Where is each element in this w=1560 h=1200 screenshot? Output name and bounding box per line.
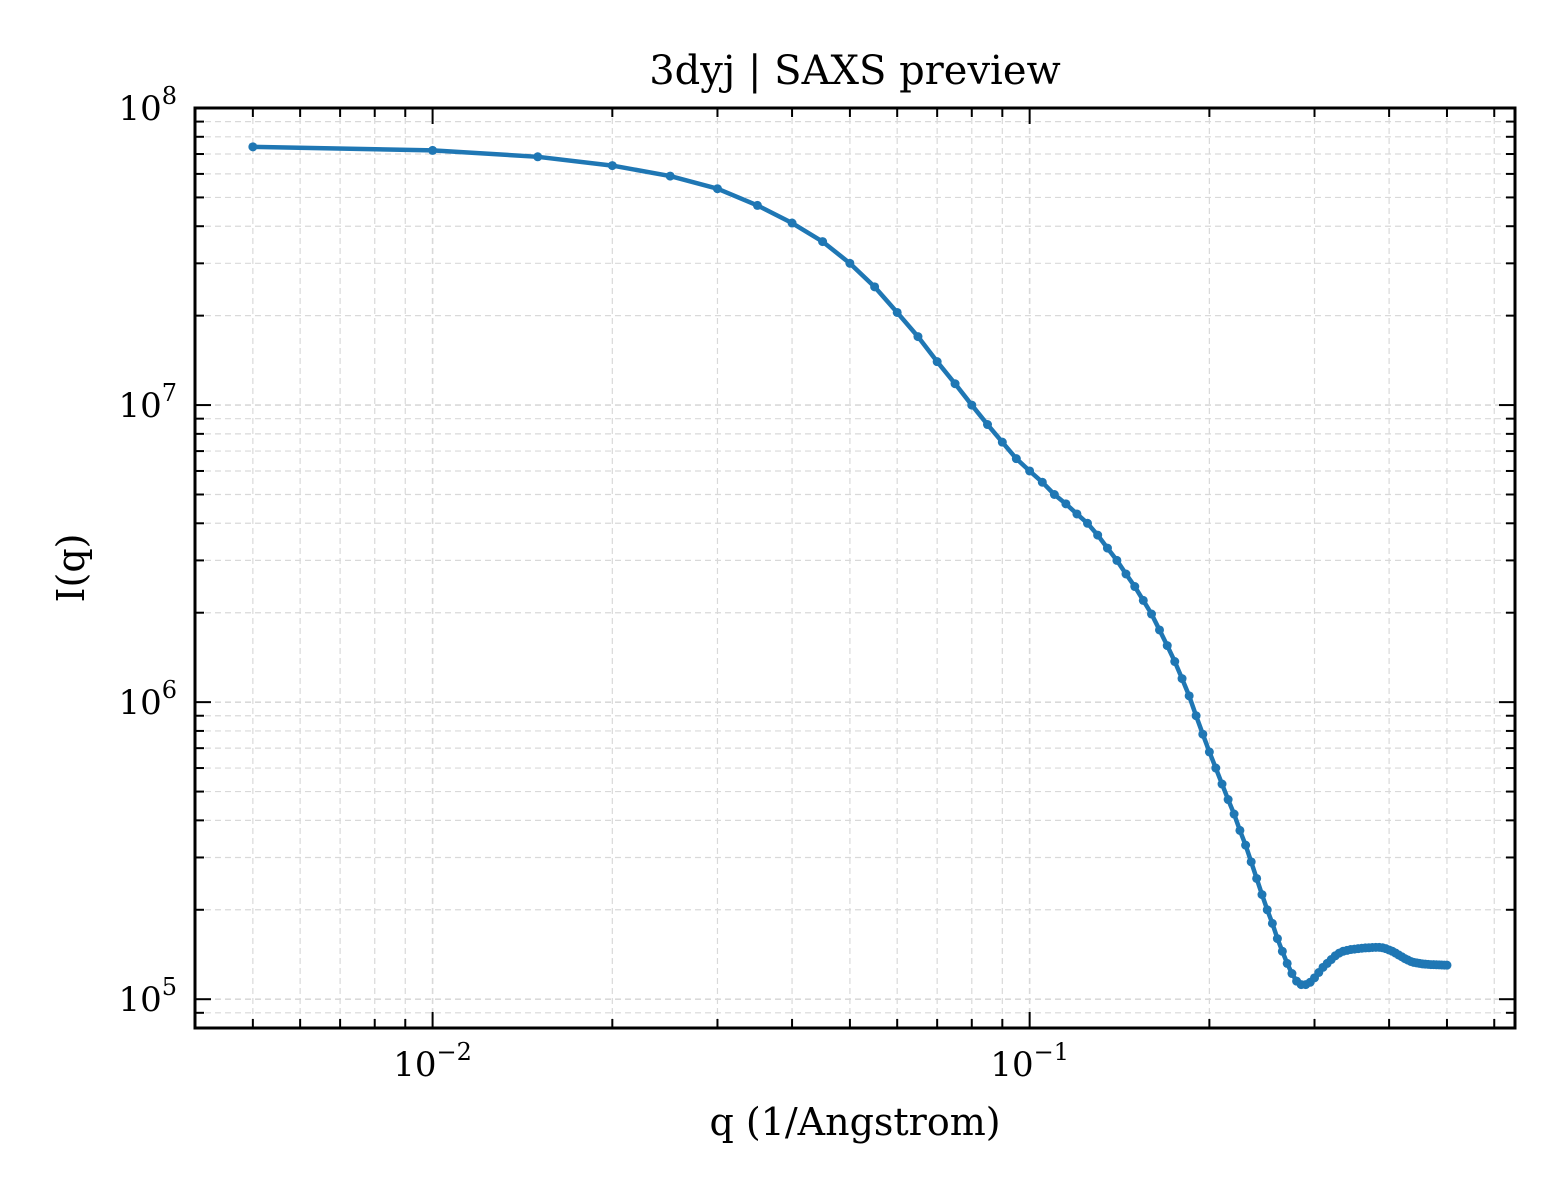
data-point — [845, 258, 855, 268]
tick-labels: 10−2 10−1 105 106 107 108 — [118, 82, 1069, 1085]
data-point — [1184, 691, 1194, 701]
data-point — [1229, 809, 1239, 819]
data-point — [1177, 674, 1187, 684]
data-point — [1121, 569, 1131, 579]
y-tick-label: 108 — [118, 82, 177, 129]
data-point — [1162, 641, 1172, 651]
data-point — [248, 142, 258, 152]
y-tick-label: 105 — [118, 973, 177, 1020]
y-axis-label: I(q) — [49, 534, 93, 603]
data-point — [1037, 477, 1047, 487]
data-point — [1138, 595, 1148, 605]
data-point — [892, 307, 902, 317]
data-point — [932, 357, 942, 367]
data-point — [1093, 530, 1103, 540]
data-point — [870, 282, 880, 292]
y-tick-label: 106 — [118, 676, 177, 723]
data-point — [752, 200, 762, 210]
data-point — [533, 152, 543, 162]
data-point — [1204, 747, 1214, 757]
data-point — [1011, 454, 1021, 464]
data-point — [1272, 934, 1282, 944]
data-point — [913, 332, 923, 342]
data-point — [1147, 609, 1157, 619]
data-point — [1049, 489, 1059, 499]
data-point — [607, 161, 617, 171]
data-point — [1170, 657, 1180, 667]
data-point — [1267, 918, 1277, 928]
plot-frame — [193, 106, 1517, 1030]
data-point — [1246, 857, 1256, 867]
x-axis-label: q (1/Angstrom) — [709, 1100, 1000, 1144]
data-point — [1442, 960, 1452, 970]
data-point — [665, 171, 675, 181]
data-point — [1025, 466, 1035, 476]
data-point — [1102, 543, 1112, 553]
data-point — [818, 237, 828, 247]
data-point — [1217, 779, 1227, 789]
data-point — [1112, 555, 1122, 565]
data-point — [1235, 825, 1245, 835]
data-point — [1191, 711, 1201, 721]
data-point — [967, 400, 977, 410]
data-point — [1282, 958, 1292, 968]
data-point — [1083, 518, 1093, 528]
x-tick-label: 10−2 — [393, 1038, 472, 1085]
data-point — [950, 379, 960, 389]
data-point — [1252, 873, 1262, 883]
x-tick-label: 10−1 — [990, 1038, 1069, 1085]
grid — [194, 107, 1515, 1029]
data-point — [983, 420, 993, 430]
data-point — [1241, 840, 1251, 850]
y-tick-label: 107 — [118, 379, 177, 426]
series-layer — [248, 142, 1452, 990]
data-point — [1277, 946, 1287, 956]
data-point — [1223, 795, 1233, 805]
data-point — [1072, 509, 1082, 519]
data-point — [1130, 582, 1140, 592]
data-point — [787, 218, 797, 228]
data-point — [1211, 763, 1221, 773]
data-point — [1257, 890, 1267, 900]
chart-title: 3dyj | SAXS preview — [649, 48, 1061, 94]
data-point — [1262, 905, 1272, 915]
data-point — [1061, 499, 1071, 509]
data-point — [1154, 625, 1164, 635]
data-point — [1198, 729, 1208, 739]
data-point — [997, 437, 1007, 447]
data-point — [428, 145, 438, 155]
data-point — [712, 184, 722, 194]
data-point — [1287, 969, 1297, 979]
